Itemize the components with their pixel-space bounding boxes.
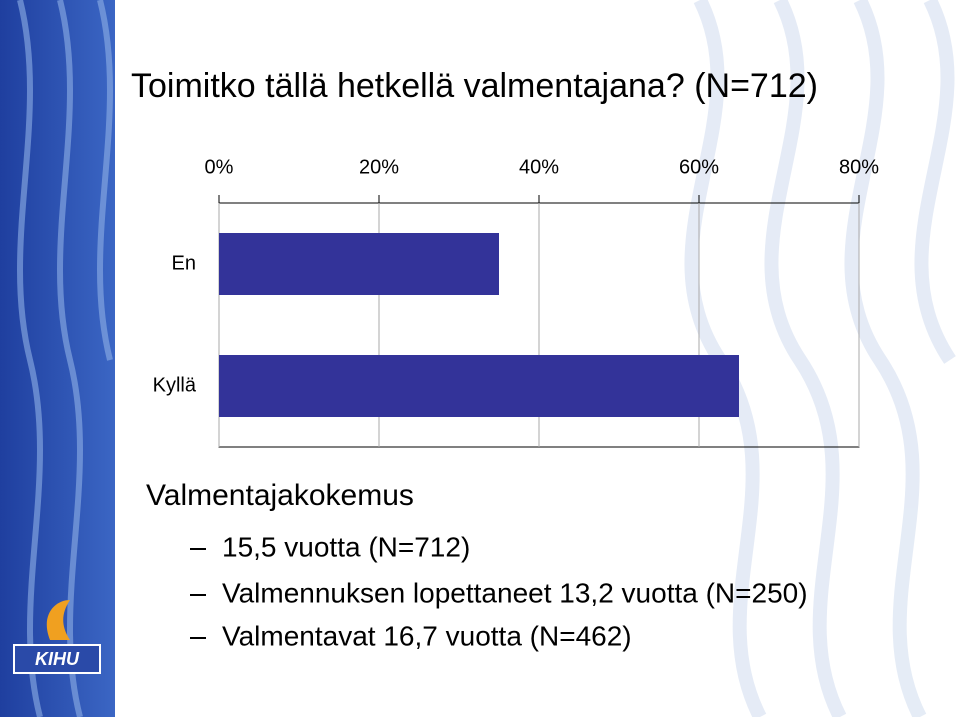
y-tick-label: En [172,252,196,274]
x-tick-label: 80% [839,156,879,178]
y-tick-label: Kyllä [153,374,197,396]
x-tick-label: 20% [359,156,399,178]
plot: 0% 20% 40% 60% 80% En Kyllä [153,156,879,448]
logo-text: KIHU [35,649,80,669]
bullet: Valmennuksen lopettaneet 13,2 vuotta (N=… [222,577,808,608]
heading: Valmentajakokemus [146,479,414,512]
x-tick-label: 40% [519,156,559,178]
side-waves [17,0,113,717]
bar [219,233,499,295]
logo: KIHU [13,600,101,674]
side-band [0,0,115,717]
bullet: 15,5 vuotta (N=712) [222,531,470,562]
x-tick-label: 0% [205,156,234,178]
x-tick-label: 60% [679,156,719,178]
bar [219,355,739,417]
bullet: Valmentavat 16,7 vuotta (N=462) [222,620,632,651]
chart-title: Toimitko tällä hetkellä valmentajana? (N… [131,67,818,105]
